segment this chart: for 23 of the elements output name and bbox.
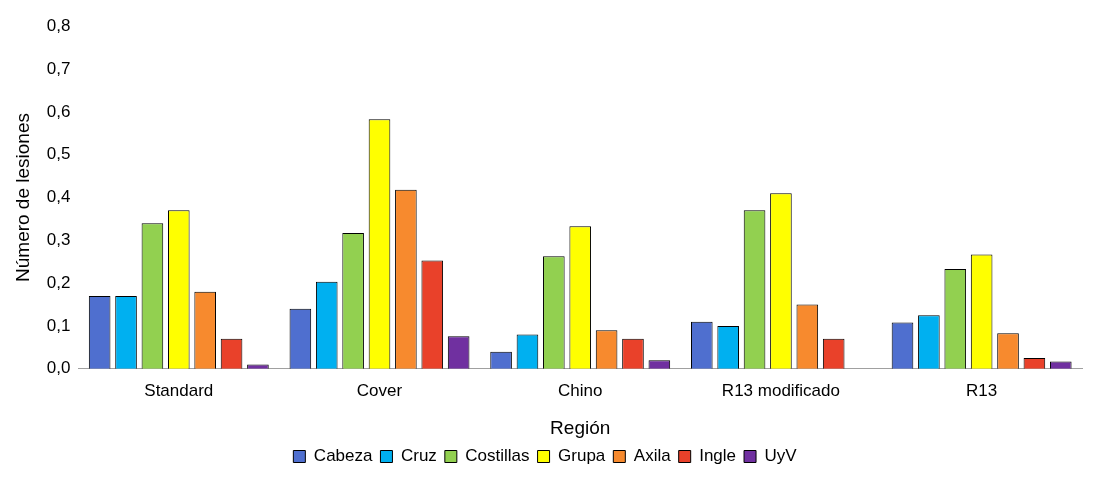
legend-label: Ingle xyxy=(699,446,737,466)
legend-label: Axila xyxy=(633,446,672,466)
y-tick-label: 0,5 xyxy=(46,144,71,164)
y-tick-label: 0,7 xyxy=(46,58,71,78)
x-tick-label: Chino xyxy=(558,380,603,400)
y-tick-label: 0,8 xyxy=(46,15,71,35)
x-tick-label: R13 modificado xyxy=(721,380,840,400)
y-tick-label: 0,2 xyxy=(46,272,71,292)
x-axis-title: Región xyxy=(550,416,611,438)
legend-label: Grupa xyxy=(558,446,606,466)
y-tick-label: 0,0 xyxy=(46,358,71,378)
y-tick-label: 0,4 xyxy=(46,187,71,207)
legend-label: Costillas xyxy=(465,446,530,466)
x-tick-label: R13 xyxy=(966,380,998,400)
y-tick-label: 0,3 xyxy=(46,230,71,250)
y-axis-title: Número de lesiones xyxy=(11,113,33,282)
y-tick-label: 0,6 xyxy=(46,101,71,121)
legend-label: Cabeza xyxy=(313,446,373,466)
y-tick-label: 0,1 xyxy=(46,315,71,335)
x-tick-label: Cover xyxy=(356,380,403,400)
legend-label: UyV xyxy=(764,446,798,466)
legend-label: Cruz xyxy=(400,446,437,466)
x-tick-label: Standard xyxy=(144,380,214,400)
